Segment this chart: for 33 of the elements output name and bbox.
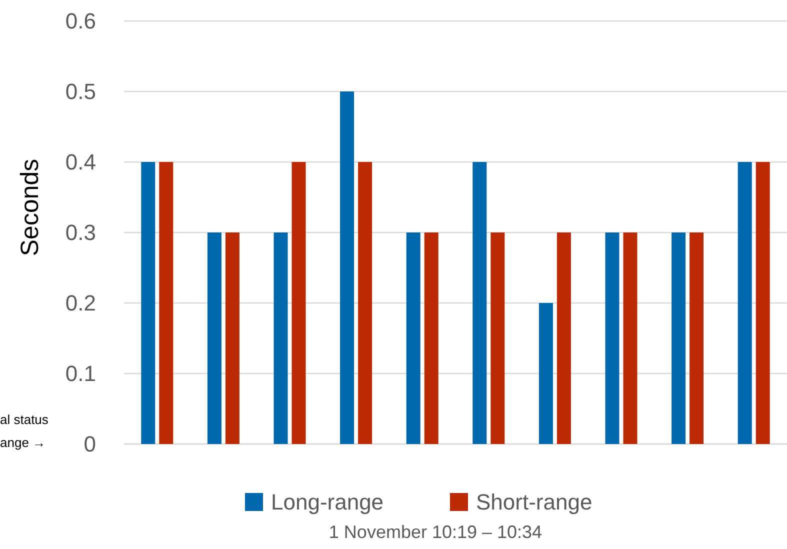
text: ange →: [0, 435, 46, 450]
bar: [340, 92, 354, 444]
y-tick-label: 0.3: [65, 220, 96, 246]
bar: [690, 232, 704, 444]
y-tick-label: 0.1: [65, 361, 96, 386]
y-tick-label: 0.5: [65, 79, 96, 104]
bar: [538, 303, 553, 444]
bar: [292, 162, 306, 444]
bar: [159, 162, 174, 444]
bar: [756, 162, 770, 444]
bar: [207, 232, 222, 444]
bar: [556, 232, 571, 444]
text: al status: [0, 412, 49, 427]
bar: [406, 232, 420, 444]
y-tick-label: 0.6: [65, 8, 96, 34]
bar: [738, 162, 752, 444]
x-axis-title: 1 November 10:19 – 10:34: [328, 522, 542, 542]
bar: [672, 232, 686, 444]
y-tick-label: 0.2: [65, 290, 96, 316]
bar: [274, 232, 288, 444]
legend-label: Long-range: [271, 490, 384, 515]
legend-label: Short-range: [476, 490, 592, 515]
bar: [225, 232, 240, 444]
y-tick-label: 0: [84, 432, 96, 457]
bar: [605, 232, 620, 444]
bar: [358, 162, 372, 444]
bar: [623, 232, 638, 444]
y-tick-label: 0.4: [65, 150, 96, 175]
bar: [141, 162, 156, 444]
y-axis-title: Seconds: [16, 158, 44, 256]
bar: [472, 162, 487, 444]
bar: [424, 232, 438, 444]
bar: [490, 232, 505, 444]
